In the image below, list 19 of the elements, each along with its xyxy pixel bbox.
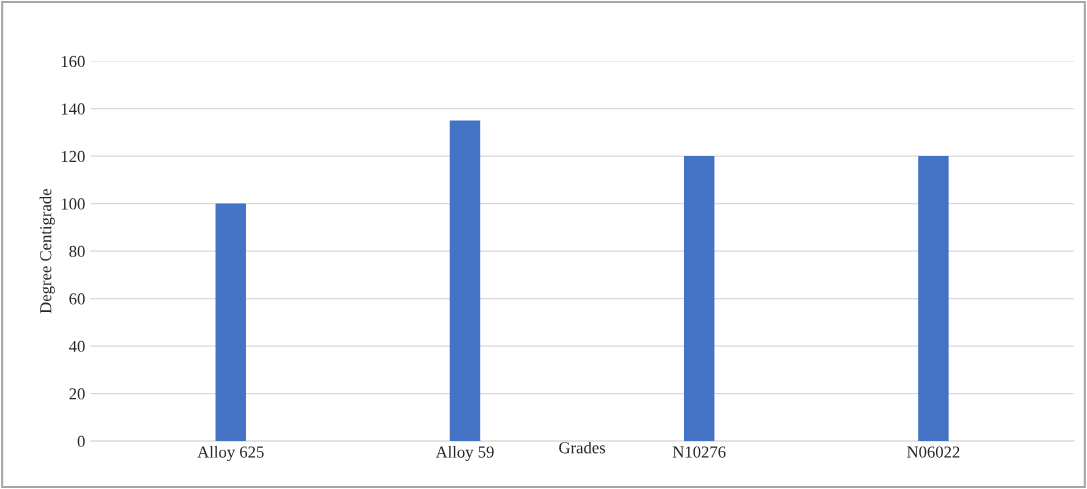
x-tick-label: Alloy 59	[435, 445, 494, 462]
y-tick-label: 40	[69, 340, 85, 353]
y-tick-label: 60	[69, 293, 85, 305]
x-tick-label: N10276	[672, 446, 726, 458]
y-tick-label: 160	[61, 55, 85, 68]
bar	[683, 156, 715, 442]
y-tick-label: 100	[61, 198, 85, 210]
x-axis-title: Grades	[559, 441, 606, 454]
y-axis-title: Degree Centigrade	[39, 188, 55, 314]
y-tick-label: 0	[77, 435, 85, 448]
y-tick-label: 20	[69, 388, 85, 400]
bar	[449, 120, 481, 442]
bar	[918, 156, 949, 442]
y-tick-label: 120	[61, 150, 85, 163]
y-tick-label: 140	[61, 103, 85, 115]
y-tick-label: 80	[69, 245, 85, 258]
bar	[215, 203, 246, 442]
x-tick-label: Alloy 625	[197, 445, 264, 462]
x-tick-label: N06022	[907, 446, 960, 458]
